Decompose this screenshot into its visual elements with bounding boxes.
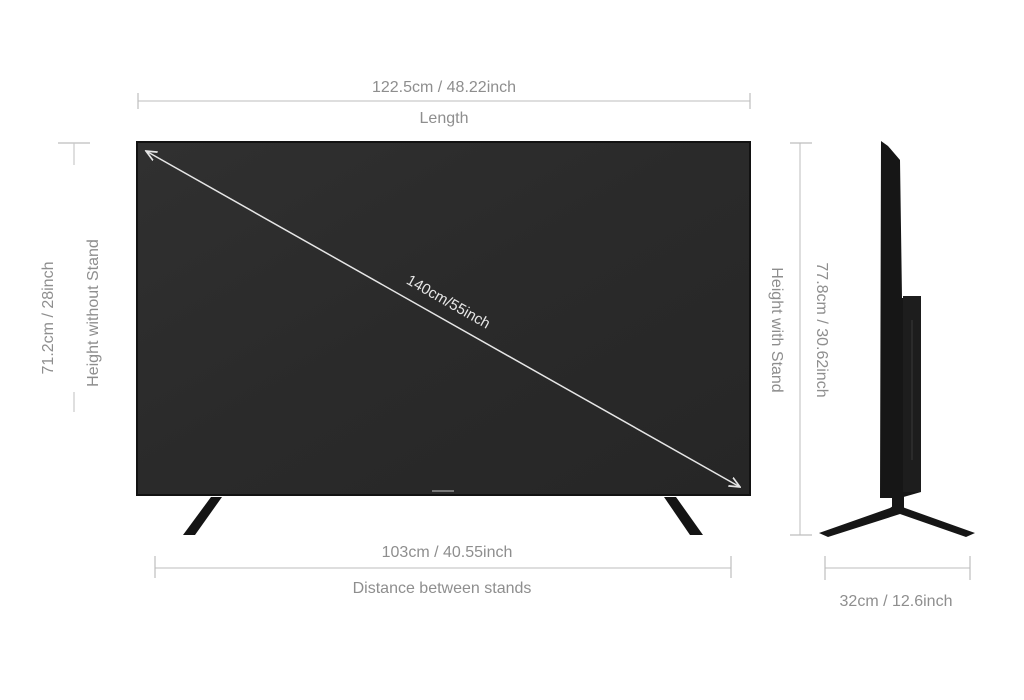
tv-brand-logo xyxy=(432,490,454,492)
height-with-stand-value: 77.8cm / 30.62inch xyxy=(813,262,830,397)
length-dimension: 122.5cm / 48.22inch Length xyxy=(137,79,751,127)
tv-side-stand xyxy=(819,504,975,537)
length-value: 122.5cm / 48.22inch xyxy=(372,79,516,96)
stand-distance-label: Distance between stands xyxy=(353,580,532,597)
stand-distance-value: 103cm / 40.55inch xyxy=(382,544,513,561)
height-with-stand-label: Height with Stand xyxy=(768,267,785,392)
tv-side-view xyxy=(819,141,975,537)
depth-value: 32cm / 12.6inch xyxy=(840,593,953,610)
height-with-stand-dimension: Height with Stand 77.8cm / 30.62inch xyxy=(768,142,830,536)
tv-right-stand xyxy=(664,497,703,535)
height-without-stand-value: 71.2cm / 28inch xyxy=(40,262,57,375)
diagonal-arrow xyxy=(146,151,740,487)
depth-dimension: 32cm / 12.6inch xyxy=(824,556,971,610)
stand-distance-dimension: 103cm / 40.55inch Distance between stand… xyxy=(154,544,732,597)
tv-left-stand xyxy=(183,497,222,535)
height-without-stand-dimension: 71.2cm / 28inch Height without Stand xyxy=(40,142,102,412)
tv-front-view: 140cm/55inch xyxy=(136,141,751,535)
length-label: Length xyxy=(420,110,469,127)
height-without-stand-label: Height without Stand xyxy=(85,239,102,387)
